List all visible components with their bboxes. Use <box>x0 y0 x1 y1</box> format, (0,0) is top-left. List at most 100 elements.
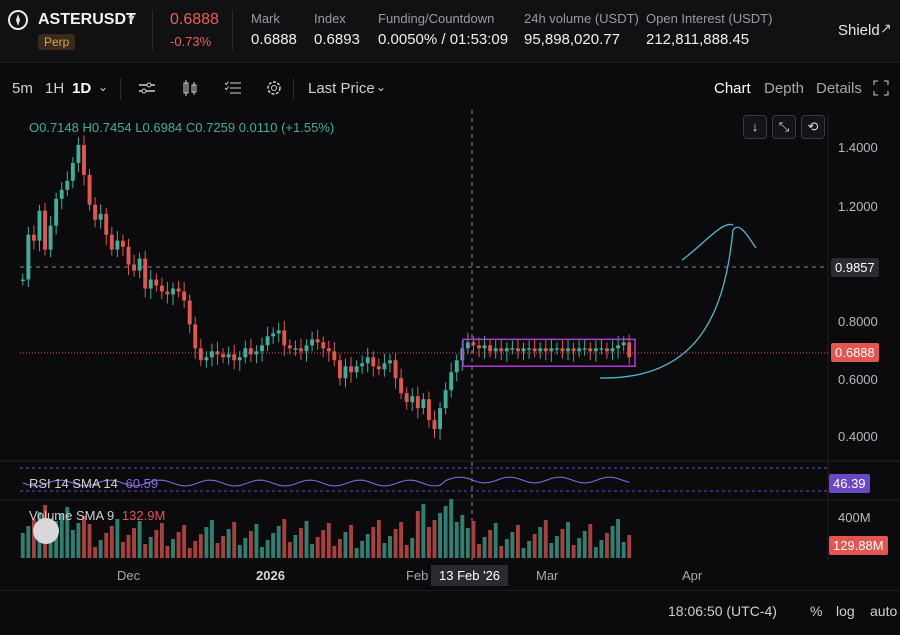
gear-icon[interactable] <box>265 79 283 97</box>
interval-1d[interactable]: 1D <box>72 80 92 97</box>
candle-body <box>165 291 170 295</box>
volume-bar <box>93 547 98 558</box>
candle-body <box>304 345 309 352</box>
volume-bar <box>182 525 187 558</box>
candle-body <box>610 348 615 352</box>
time-label: Dec <box>117 568 141 583</box>
candle-body <box>382 363 387 370</box>
candle-body <box>26 234 31 280</box>
interval-1h[interactable]: 1H <box>45 80 65 97</box>
candle-body <box>527 348 532 350</box>
volume-bar <box>193 541 198 558</box>
volume-bar <box>137 521 142 558</box>
interval-5m[interactable]: 5m <box>12 80 33 97</box>
candle-body <box>93 204 98 220</box>
candle-body <box>65 180 70 190</box>
volume-bar <box>410 538 415 558</box>
ohlc-close: C0.7259 <box>185 120 236 135</box>
candle-body <box>232 354 237 361</box>
divider <box>120 78 121 100</box>
candle-body <box>209 351 214 358</box>
candle-body <box>421 399 426 409</box>
tab-details[interactable]: Details <box>816 80 862 97</box>
candle-body <box>276 330 281 334</box>
ohlc-high: H0.7454 <box>82 120 132 135</box>
price-tick: 0.8000 <box>838 314 878 329</box>
candle-body <box>260 345 264 352</box>
volume-bar <box>371 527 376 558</box>
volume-tick: 400M <box>838 510 871 525</box>
volume-bar <box>605 533 609 558</box>
external-link-icon[interactable]: ↗ <box>880 20 892 36</box>
interval-dropdown-icon[interactable]: ⌄ <box>98 80 109 94</box>
candle-body <box>282 330 287 346</box>
volume-bar <box>20 533 25 558</box>
shield-link[interactable]: Shield <box>838 22 880 39</box>
candle-body <box>293 348 298 350</box>
candle-body <box>343 366 348 379</box>
candle-body <box>404 393 409 403</box>
chart-area[interactable]: O0.7148 H0.7454 L0.6984 C0.7259 0.0110 (… <box>0 110 900 590</box>
symbol-name[interactable]: ASTERUSDT <box>38 11 136 28</box>
candlestick-chart[interactable] <box>0 110 900 590</box>
volume-tag: 129.88M <box>829 536 888 555</box>
tab-chart[interactable]: Chart <box>714 80 751 97</box>
volume-bar <box>426 527 431 558</box>
candle-body <box>621 342 626 346</box>
auto-scale-toggle[interactable]: auto <box>870 603 898 619</box>
volume-bar <box>399 522 404 558</box>
volume-bar <box>221 536 226 558</box>
candle-body <box>70 162 75 181</box>
volume-bar <box>560 529 565 558</box>
volume-bar <box>65 507 70 558</box>
volume-bar <box>115 519 120 558</box>
indicators-list-icon[interactable] <box>224 80 242 96</box>
volume-bar <box>171 539 175 558</box>
volume-bar <box>532 534 537 558</box>
volume-bar <box>588 524 593 558</box>
volume-bar <box>582 531 587 558</box>
volume-bar <box>204 527 209 558</box>
volume-value: 95,898,020.77 <box>524 31 620 48</box>
volume-label: Volume SMA 9 <box>29 508 115 523</box>
candle-body <box>159 285 164 292</box>
symbol-dropdown-icon[interactable]: ▼ <box>126 13 137 25</box>
ohlc-change: 0.0110 (+1.55%) <box>238 120 335 135</box>
volume-bar <box>443 506 448 558</box>
volume-bar <box>248 531 253 558</box>
candle-body <box>171 288 175 295</box>
candle-body <box>443 390 448 409</box>
ohlc-low: L0.6984 <box>135 120 183 135</box>
volume-bar <box>404 545 409 558</box>
candle-body <box>215 351 220 355</box>
candle-body <box>326 348 331 352</box>
volume-bar <box>493 523 498 558</box>
reset-view-icon[interactable]: ⟲ <box>801 115 825 139</box>
fullscreen-icon[interactable] <box>873 80 889 96</box>
candle-body <box>388 360 392 364</box>
log-scale-toggle[interactable]: log <box>836 603 855 619</box>
candle-body <box>248 348 253 355</box>
candle-body <box>482 345 487 349</box>
candle-body <box>588 348 593 352</box>
candle-body <box>554 348 559 350</box>
open-interest-value: 212,811,888.45 <box>646 31 750 48</box>
volume-bar <box>132 528 137 558</box>
candle-type-icon[interactable] <box>181 79 199 97</box>
price-type-select[interactable]: Last Price <box>308 80 375 97</box>
percent-scale-toggle[interactable]: % <box>810 603 823 619</box>
chevron-down-icon[interactable]: ⌄ <box>376 80 387 94</box>
scroll-down-icon[interactable]: ↓ <box>743 115 767 139</box>
volume-bar <box>337 539 342 558</box>
price-change-pct: -0.73% <box>170 34 212 49</box>
volume-bar <box>76 523 81 558</box>
candle-body <box>187 300 192 325</box>
candle-body <box>143 258 148 289</box>
volume-bar <box>31 519 36 558</box>
volume-bar <box>104 533 109 558</box>
candle-body <box>271 333 276 337</box>
indicator-settings-icon[interactable] <box>137 80 157 96</box>
collapse-icon[interactable]: ⤡ <box>772 115 796 139</box>
volume-bar <box>276 526 281 558</box>
tab-depth[interactable]: Depth <box>764 80 805 97</box>
